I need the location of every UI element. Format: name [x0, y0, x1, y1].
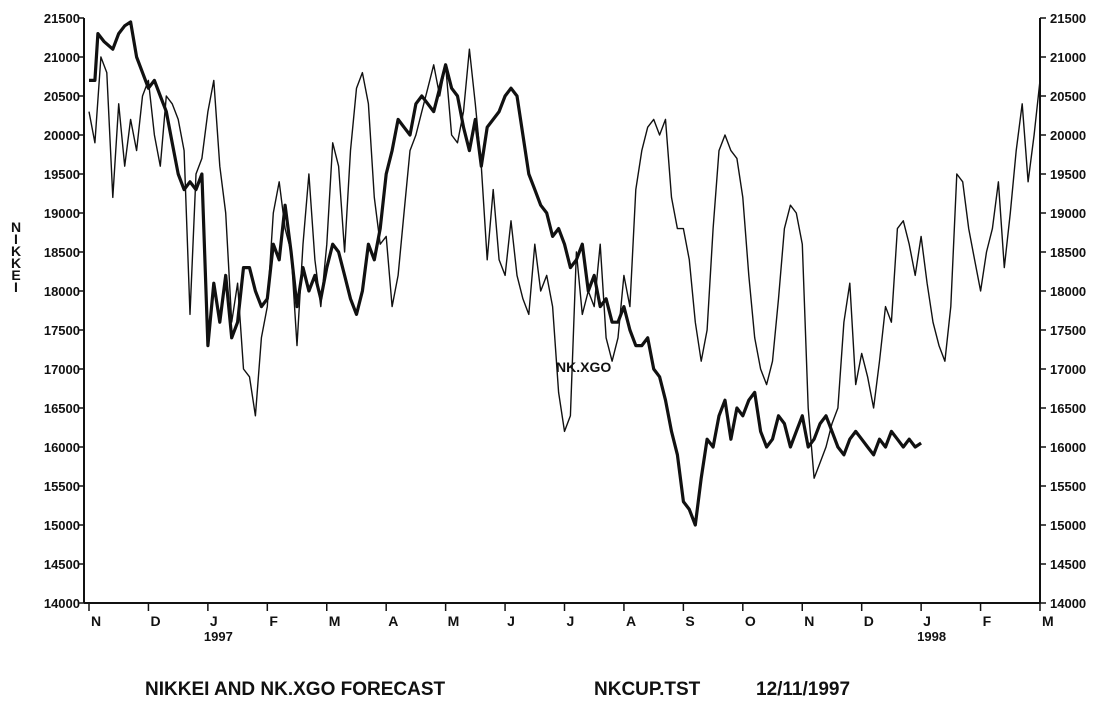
x-tick-label-15: F	[983, 613, 992, 629]
y-tick-label-right-5: 16500	[1050, 401, 1086, 416]
y-axis-label-letter-3: K	[11, 255, 21, 271]
y-tick-label-right-2: 15000	[1050, 518, 1086, 533]
series-annotation: NK.XGO	[556, 359, 611, 375]
y-tick-label-right-12: 20000	[1050, 128, 1086, 143]
y-tick-label-right-14: 21000	[1050, 50, 1086, 65]
y-axis-label-letter-0: N	[11, 219, 21, 235]
y-tick-label-left-13: 20500	[44, 89, 80, 104]
y-tick-label-left-14: 21000	[44, 50, 80, 65]
y-tick-label-right-8: 18000	[1050, 284, 1086, 299]
y-tick-label-left-9: 18500	[44, 245, 80, 260]
x-tick-label-14: J	[923, 613, 931, 629]
y-axis-label-letter-1: I	[14, 231, 18, 247]
series-group	[88, 20, 1041, 527]
y-axis-label-letter-5: I	[14, 279, 18, 295]
x-tick-label-5: A	[388, 613, 398, 629]
x-tick-label-11: O	[745, 613, 756, 629]
x-tick-label-8: J	[567, 613, 575, 629]
y-tick-label-right-13: 20500	[1050, 89, 1086, 104]
series-line-nk-xgo	[88, 48, 1041, 479]
y-tick-label-left-8: 18000	[44, 284, 80, 299]
y-tick-label-left-11: 19500	[44, 167, 80, 182]
y-tick-label-right-7: 17500	[1050, 323, 1086, 338]
year-label-1: 1998	[917, 629, 946, 644]
chart-axes	[83, 18, 1041, 604]
y-axis-right: 14000 14500 15000 15500 16000 16500 17000 17500…	[1040, 11, 1086, 611]
y-tick-label-right-3: 15500	[1050, 479, 1086, 494]
y-tick-label-right-9: 18500	[1050, 245, 1086, 260]
series-line-nikkei	[89, 20, 922, 527]
x-tick-label-13: D	[864, 613, 874, 629]
y-tick-label-left-1: 14500	[44, 557, 80, 572]
y-tick-label-left-10: 19000	[44, 206, 80, 221]
x-tick-label-4: M	[329, 613, 341, 629]
chart-title: NIKKEI AND NK.XGO FORECAST	[145, 679, 446, 700]
y-tick-label-right-11: 19500	[1050, 167, 1086, 182]
y-tick-label-right-10: 19000	[1050, 206, 1086, 221]
y-tick-label-left-2: 15000	[44, 518, 80, 533]
x-axis: N D J F M A M J J A S O N D J F M 1997 1998	[88, 603, 1054, 644]
x-tick-label-16: M	[1042, 613, 1054, 629]
year-label-0: 1997	[204, 629, 233, 644]
x-tick-label-9: A	[626, 613, 636, 629]
y-tick-label-left-4: 16000	[44, 440, 80, 455]
y-tick-label-right-6: 17000	[1050, 362, 1086, 377]
y-tick-label-right-1: 14500	[1050, 557, 1086, 572]
y-axis-label-letter-2: K	[11, 243, 21, 259]
y-tick-label-left-15: 21500	[44, 11, 80, 26]
y-tick-label-right-4: 16000	[1050, 440, 1086, 455]
x-tick-label-3: F	[269, 613, 278, 629]
y-axis-label-letter-4: E	[11, 267, 20, 283]
x-tick-label-7: J	[507, 613, 515, 629]
x-tick-label-1: D	[150, 613, 160, 629]
y-tick-label-left-0: 14000	[44, 596, 80, 611]
y-tick-label-left-3: 15500	[44, 479, 80, 494]
y-tick-label-left-12: 20000	[44, 128, 80, 143]
x-tick-label-2: J	[210, 613, 218, 629]
chart-date: 12/11/1997	[756, 679, 850, 700]
x-tick-label-10: S	[685, 613, 694, 629]
y-tick-label-left-7: 17500	[44, 323, 80, 338]
x-tick-label-6: M	[448, 613, 460, 629]
chart-file: NKCUP.TST	[594, 679, 701, 700]
y-tick-label-left-6: 17000	[44, 362, 80, 377]
x-tick-label-12: N	[804, 613, 814, 629]
y-axis-left: 14000 14500 15000 15500 16000 16500 17000 17500…	[44, 11, 84, 611]
y-tick-label-left-5: 16500	[44, 401, 80, 416]
y-axis-label: NIKKEI	[11, 219, 21, 295]
y-tick-label-right-0: 14000	[1050, 596, 1086, 611]
y-tick-label-right-15: 21500	[1050, 11, 1086, 26]
x-tick-label-0: N	[91, 613, 101, 629]
